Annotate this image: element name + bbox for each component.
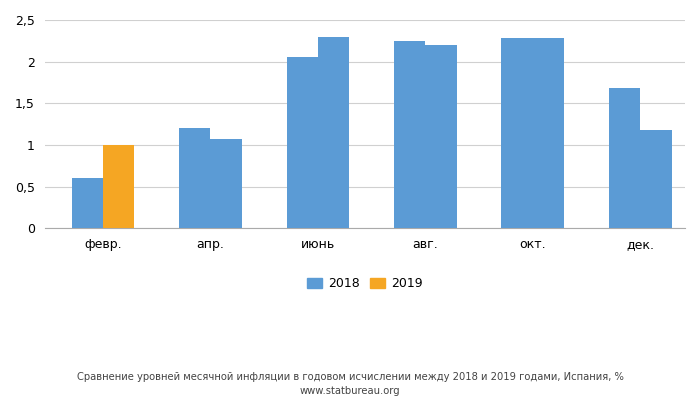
Bar [211,139,241,228]
Bar [394,41,426,228]
Bar [286,58,318,228]
Bar [179,128,211,228]
Text: www.statbureau.org: www.statbureau.org [300,386,400,396]
Bar [318,37,349,228]
Legend: 2018, 2019: 2018, 2019 [302,272,428,295]
Text: Сравнение уровней месячной инфляции в годовом исчислении между 2018 и 2019 годам: Сравнение уровней месячной инфляции в го… [76,372,624,382]
Bar [640,130,671,228]
Bar [609,88,640,228]
Bar [103,145,134,228]
Bar [501,38,533,228]
Bar [533,38,564,228]
Bar [426,45,456,228]
Bar [71,178,103,228]
